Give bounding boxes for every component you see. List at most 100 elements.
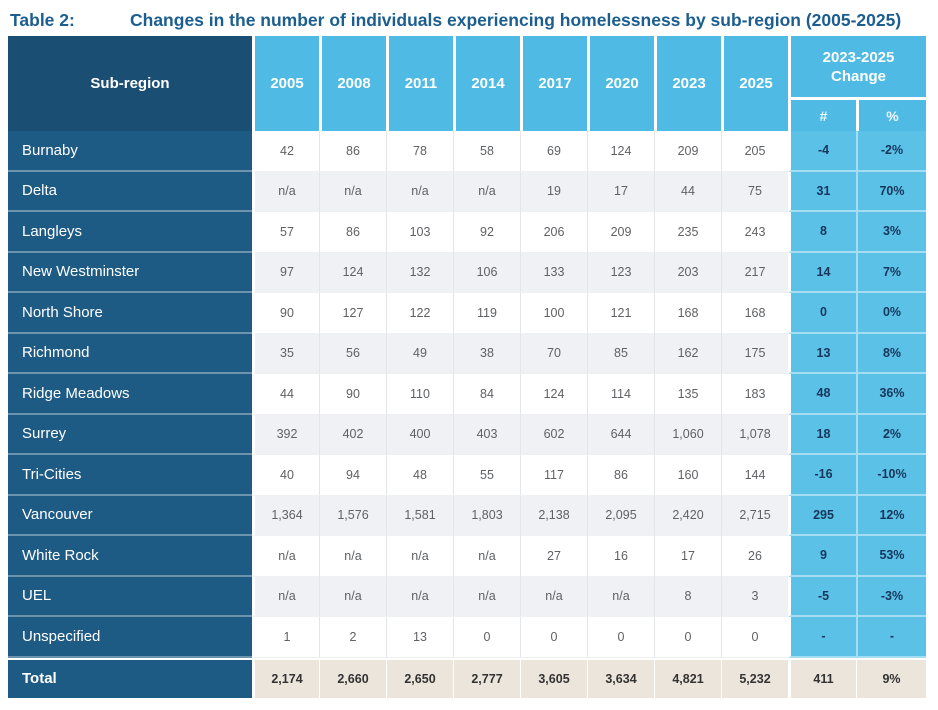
data-cell: 403	[453, 414, 520, 455]
data-cell: 42	[252, 131, 319, 172]
data-cell: 175	[721, 333, 788, 374]
row-label: Burnaby	[8, 131, 252, 172]
data-cell: n/a	[319, 171, 386, 212]
data-cell: 70	[520, 333, 587, 374]
change-num-cell: 31	[788, 171, 856, 212]
data-cell: 75	[721, 171, 788, 212]
data-cell: 205	[721, 131, 788, 172]
row-label: New Westminster	[8, 252, 252, 293]
data-cell: 217	[721, 252, 788, 293]
change-pct-cell: 36%	[856, 374, 926, 415]
data-cell: n/a	[587, 576, 654, 617]
data-cell: 49	[386, 333, 453, 374]
data-cell: 0	[520, 617, 587, 658]
data-cell: 114	[587, 374, 654, 415]
data-cell: 2,174	[252, 657, 319, 698]
data-cell: 44	[252, 374, 319, 415]
data-cell: 78	[386, 131, 453, 172]
change-num-cell: 48	[788, 374, 856, 415]
data-cell: 2,650	[386, 657, 453, 698]
row-label: Richmond	[8, 333, 252, 374]
table-row: Tri-Cities 40 94 48 55 117 86 160 144 -16 -10%	[8, 455, 926, 496]
data-cell: 97	[252, 252, 319, 293]
row-label: Total	[8, 657, 252, 698]
change-pct-cell: 12%	[856, 495, 926, 536]
data-cell: 106	[453, 252, 520, 293]
change-pct-cell: 0%	[856, 293, 926, 334]
change-num-cell: 13	[788, 333, 856, 374]
year-column-header: 2025	[721, 36, 788, 131]
data-cell: 3,634	[587, 657, 654, 698]
table-row: Vancouver 1,364 1,576 1,581 1,803 2,138 2,095 2…	[8, 495, 926, 536]
data-cell: 100	[520, 293, 587, 334]
data-cell: 209	[587, 212, 654, 253]
data-cell: 57	[252, 212, 319, 253]
data-cell: 602	[520, 414, 587, 455]
data-cell: 94	[319, 455, 386, 496]
change-pct-cell: 8%	[856, 333, 926, 374]
data-cell: 122	[386, 293, 453, 334]
table-number-label: Table 2:	[10, 10, 75, 30]
row-label: Tri-Cities	[8, 455, 252, 496]
data-cell: 13	[386, 617, 453, 658]
data-cell: 17	[587, 171, 654, 212]
year-column-header: 2008	[319, 36, 386, 131]
table-row: Unspecified 1 2 13 0 0 0 0 0- -	[8, 617, 926, 658]
change-num-cell: -4	[788, 131, 856, 172]
data-cell: 2,715	[721, 495, 788, 536]
data-cell: 168	[721, 293, 788, 334]
data-cell: 133	[520, 252, 587, 293]
data-cell: 69	[520, 131, 587, 172]
data-cell: 124	[319, 252, 386, 293]
change-num-cell: 9	[788, 536, 856, 577]
data-cell: n/a	[386, 171, 453, 212]
row-label: Langleys	[8, 212, 252, 253]
table-row: North Shore 90 127 122 119 100 121 168 168 0 0%	[8, 293, 926, 334]
header-row-main: Sub-region 2005 2008 2011 2014 2017 2020 2023 2…	[8, 36, 926, 131]
total-row: Total 2,174 2,660 2,650 2,777 3,605 3,634 4,821…	[8, 657, 926, 698]
change-num-cell: 295	[788, 495, 856, 536]
data-cell: 0	[453, 617, 520, 658]
data-cell: 203	[654, 252, 721, 293]
data-cell: 86	[319, 131, 386, 172]
table-caption: Table 2: Changes in the number of indivi…	[0, 0, 938, 32]
data-cell: 38	[453, 333, 520, 374]
data-cell: 8	[654, 576, 721, 617]
data-cell: 90	[252, 293, 319, 334]
data-cell: 1	[252, 617, 319, 658]
data-cell: 110	[386, 374, 453, 415]
data-cell: 144	[721, 455, 788, 496]
data-cell: 86	[587, 455, 654, 496]
data-cell: 135	[654, 374, 721, 415]
data-cell: 2,420	[654, 495, 721, 536]
data-cell: 16	[587, 536, 654, 577]
data-cell: 168	[654, 293, 721, 334]
page-title: Changes in the number of individuals exp…	[130, 10, 902, 30]
data-cell: n/a	[386, 536, 453, 577]
data-cell: 17	[654, 536, 721, 577]
data-cell: 1,576	[319, 495, 386, 536]
data-cell: 103	[386, 212, 453, 253]
year-column-header: 2011	[386, 36, 453, 131]
change-pct-cell: 53%	[856, 536, 926, 577]
table-row: Surrey 392 402 400 403 602 644 1,060 1,078 18 2%	[8, 414, 926, 455]
data-cell: 84	[453, 374, 520, 415]
data-cell: 5,232	[721, 657, 788, 698]
row-label: Surrey	[8, 414, 252, 455]
change-number-header: #	[788, 100, 856, 131]
change-num-cell: 14	[788, 252, 856, 293]
data-cell: 1,364	[252, 495, 319, 536]
change-pct-cell: 2%	[856, 414, 926, 455]
data-cell: 48	[386, 455, 453, 496]
change-pct-cell: -2%	[856, 131, 926, 172]
data-cell: 2,138	[520, 495, 587, 536]
data-cell: 123	[587, 252, 654, 293]
change-pct-cell: -10%	[856, 455, 926, 496]
data-cell: 0	[587, 617, 654, 658]
data-cell: 1,078	[721, 414, 788, 455]
data-cell: n/a	[319, 536, 386, 577]
change-num-cell: -5	[788, 576, 856, 617]
data-cell: 124	[520, 374, 587, 415]
table-row: New Westminster 97 124 132 106 133 123 203 217 14…	[8, 252, 926, 293]
change-pct-cell: 70%	[856, 171, 926, 212]
